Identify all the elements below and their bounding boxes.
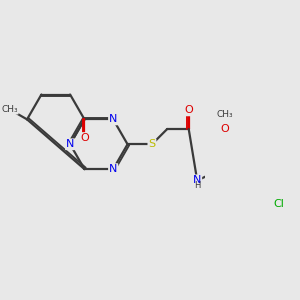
Text: CH₃: CH₃ xyxy=(1,105,18,114)
Text: S: S xyxy=(148,139,155,149)
Text: CH₃: CH₃ xyxy=(216,110,232,119)
Text: O: O xyxy=(220,124,229,134)
Text: O: O xyxy=(184,105,193,116)
Text: N: N xyxy=(193,176,201,185)
Text: N: N xyxy=(66,139,74,149)
Text: N: N xyxy=(109,114,117,124)
Text: Cl: Cl xyxy=(273,199,284,209)
Text: O: O xyxy=(80,133,89,143)
Text: N: N xyxy=(109,164,117,174)
Text: H: H xyxy=(194,181,200,190)
Text: N: N xyxy=(194,176,201,185)
